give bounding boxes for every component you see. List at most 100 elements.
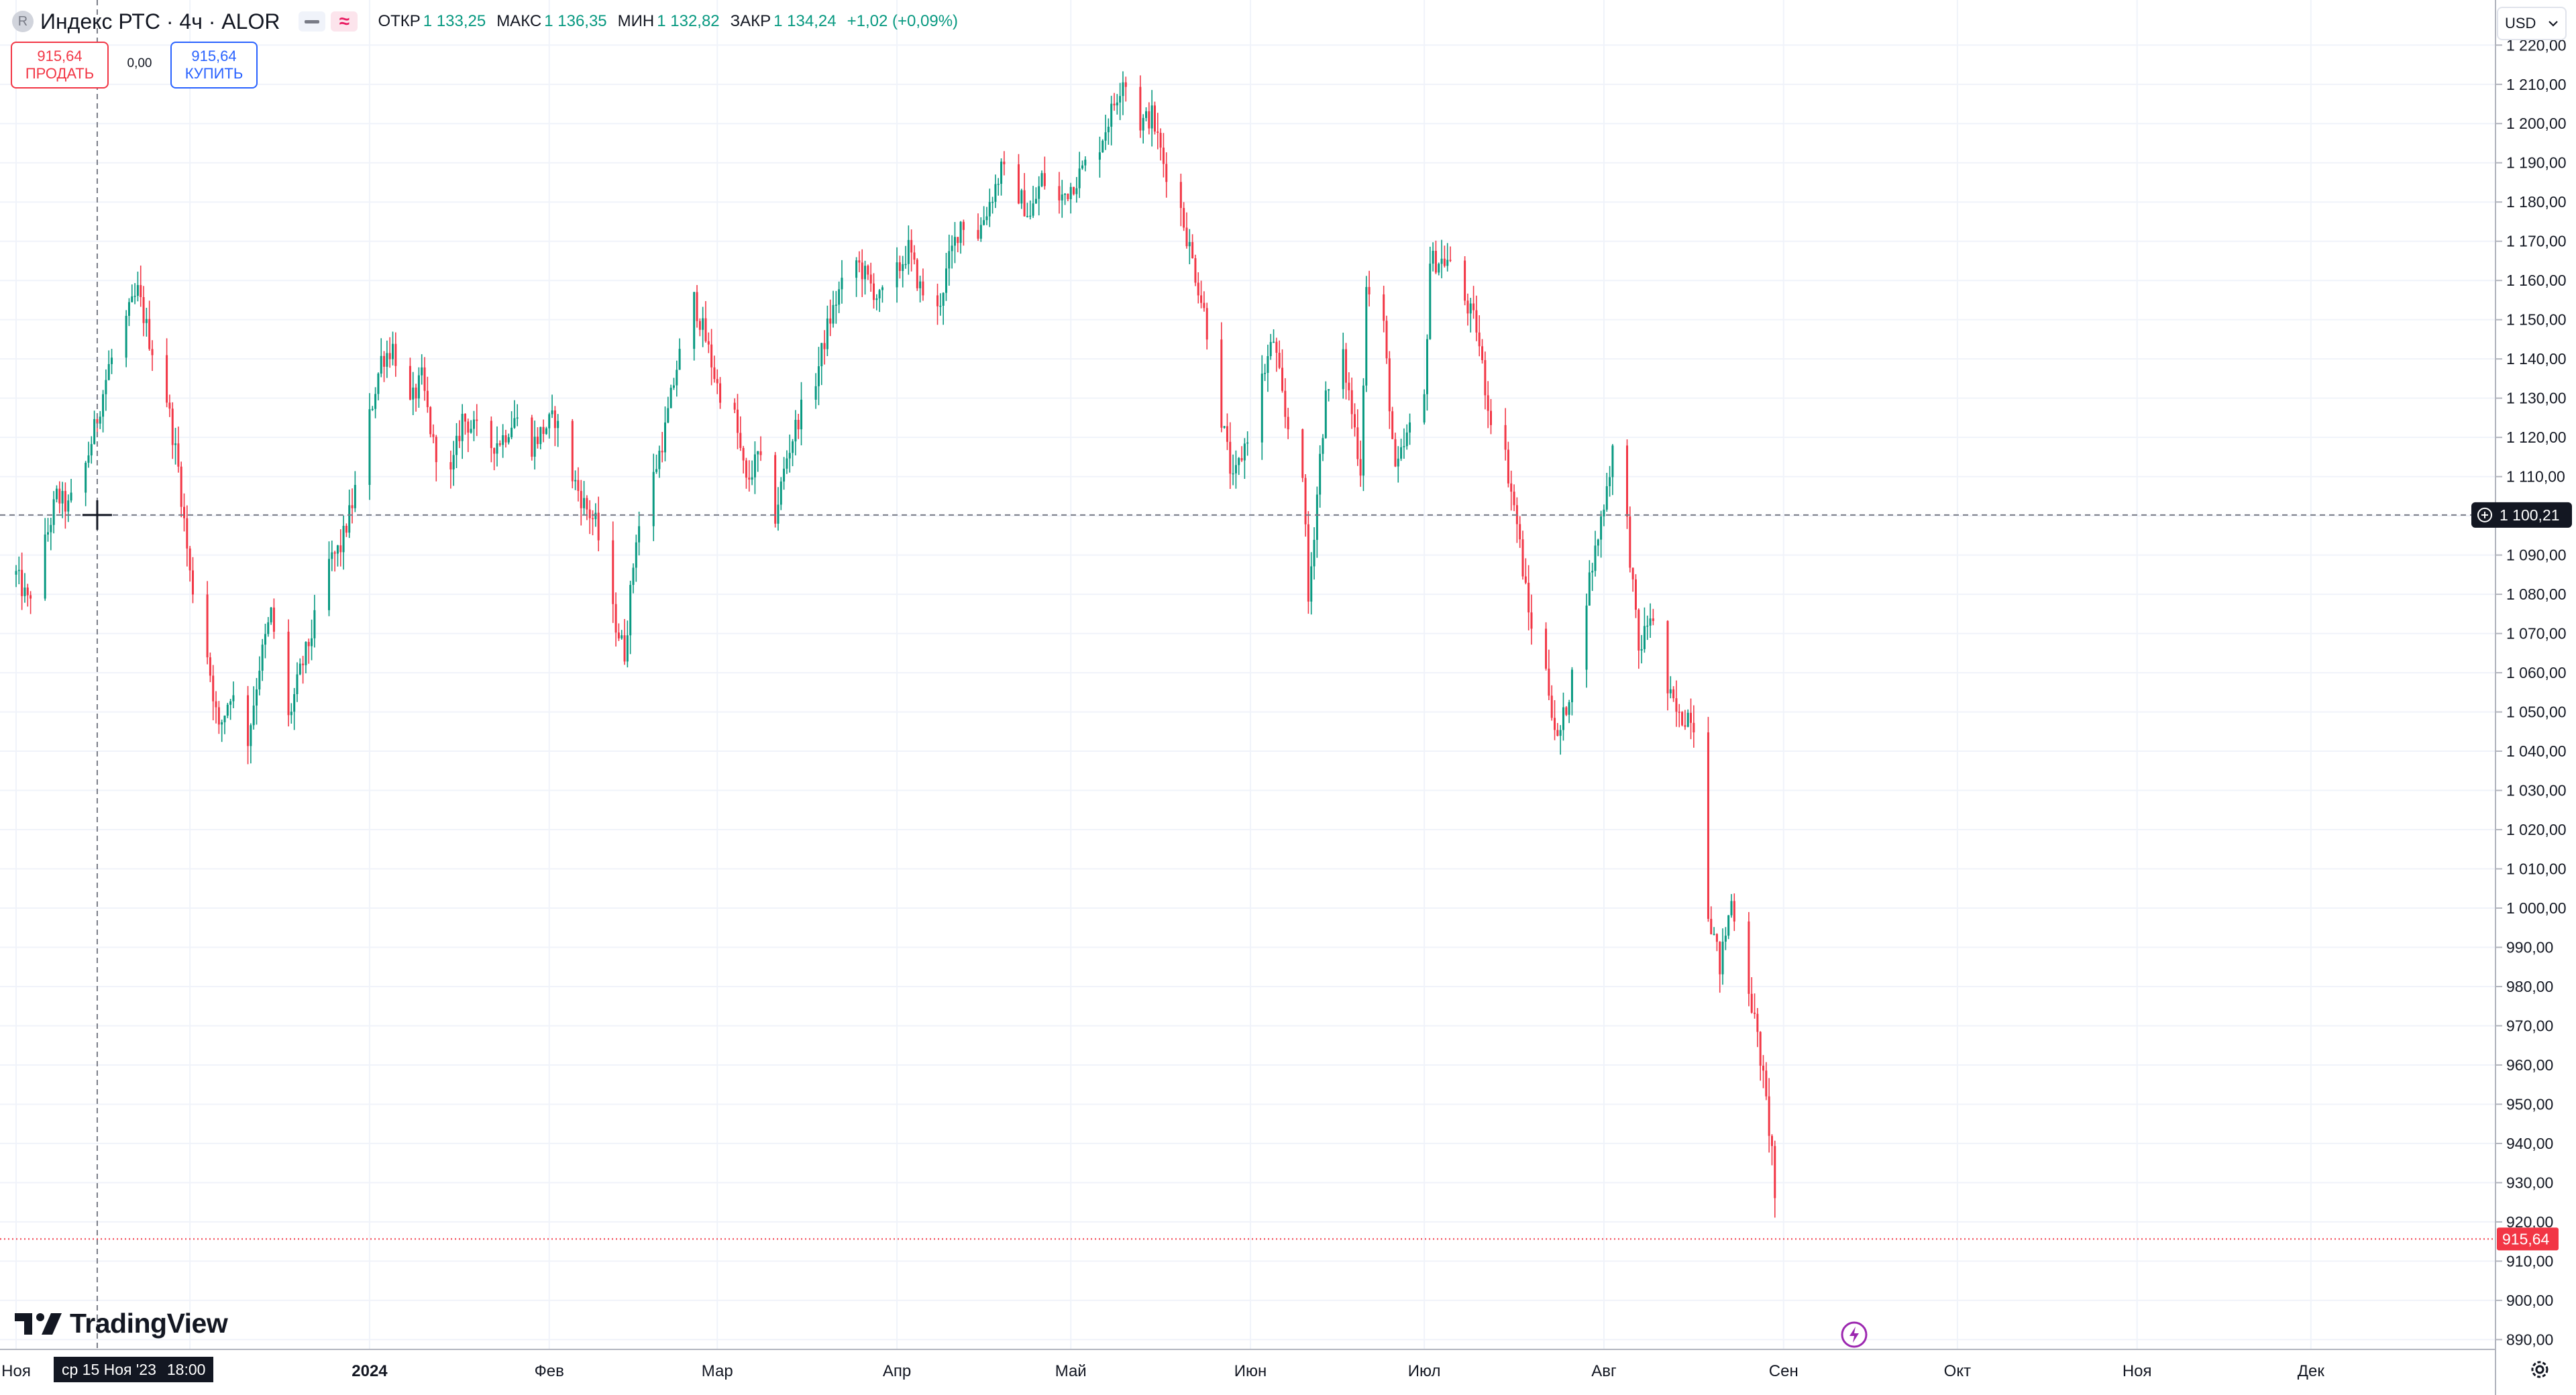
candle-body (507, 437, 510, 443)
candle-body (1554, 718, 1556, 730)
candle-body (96, 418, 99, 424)
currency-select[interactable]: USD (2497, 7, 2567, 40)
candle-body (777, 504, 780, 524)
candle-body (392, 343, 394, 359)
candle-body (858, 260, 861, 263)
candle-body (864, 266, 867, 280)
candle-body (983, 220, 985, 225)
candle-body (1205, 308, 1208, 340)
candle-body (374, 394, 377, 409)
candle-body (70, 492, 72, 501)
candle-body (1179, 182, 1182, 209)
candle-body (1513, 492, 1515, 506)
candle-body (1591, 571, 1594, 573)
candle-body (351, 505, 354, 508)
open-label: ОТКР (378, 12, 421, 30)
candle-body (869, 274, 872, 284)
candle-body (1191, 241, 1194, 259)
candle-body (247, 695, 250, 746)
close-label: ЗАКР (730, 12, 771, 30)
candle-body (1585, 605, 1588, 670)
candle-body (635, 542, 637, 568)
candle-body (1307, 524, 1309, 602)
symbol-title[interactable]: Индекс РТС · 4ч · ALOR (40, 9, 280, 34)
candle-body (1075, 188, 1078, 194)
candle-body (377, 373, 380, 394)
sell-button[interactable]: 915,64 ПРОДАТЬ (11, 42, 109, 89)
candle-body (1609, 477, 1611, 486)
candle-body (1310, 566, 1313, 602)
candle-body (1078, 168, 1081, 188)
minus-icon[interactable] (299, 11, 326, 32)
candle-body (788, 453, 791, 459)
candle-body (342, 525, 345, 553)
candle-body (302, 663, 305, 665)
candle-body (820, 343, 823, 367)
candle-body (1649, 618, 1652, 626)
candle-body (423, 367, 426, 391)
candle-body (939, 305, 942, 307)
candle-body (209, 657, 211, 676)
candle-body (1110, 103, 1113, 127)
candle-body (655, 469, 658, 472)
y-tick-label: 1 080,00 (2506, 585, 2567, 603)
candle-body (1061, 194, 1063, 201)
candle-body (52, 499, 55, 525)
candles (15, 71, 1776, 1218)
candle-body (1638, 610, 1640, 651)
y-tick-label: 1 170,00 (2506, 233, 2567, 250)
candle-body (661, 451, 663, 453)
candle-body (678, 349, 681, 370)
candle-body (676, 370, 678, 386)
x-tick-label: Ноя (2123, 1362, 2152, 1380)
candle-body (1287, 416, 1289, 430)
candle-body (455, 435, 458, 455)
candle-body (1157, 131, 1159, 133)
candle-body (1672, 689, 1675, 699)
buy-button[interactable]: 915,64 КУПИТЬ (170, 42, 258, 89)
candle-body (151, 349, 154, 355)
candle-body (30, 595, 32, 599)
candle-body (1034, 199, 1037, 204)
candle-body (783, 468, 786, 482)
candle-body (1319, 453, 1322, 495)
candle-body (93, 418, 96, 445)
candle-body (571, 421, 574, 482)
candle-body (1690, 712, 1693, 723)
tradingview-logo[interactable]: TradingView (15, 1308, 228, 1339)
candle-body (1524, 576, 1527, 583)
y-tick-label: 930,00 (2506, 1174, 2553, 1191)
candle-body (166, 355, 168, 403)
candle-body (1073, 186, 1075, 194)
trade-panel: 915,64 ПРОДАТЬ 0,00 915,64 КУПИТЬ (11, 42, 258, 89)
candle-body (1223, 426, 1226, 428)
candle-body (331, 552, 333, 559)
candle-body (953, 237, 956, 246)
candle-body (313, 610, 316, 638)
candle-body (826, 318, 828, 349)
candle-body (1556, 730, 1559, 736)
gear-icon[interactable] (2528, 1357, 2552, 1382)
candle-body (171, 408, 174, 445)
lightning-icon[interactable] (1839, 1320, 1869, 1349)
candle-body (449, 462, 452, 469)
candle-body (55, 488, 58, 500)
candle-body (1487, 395, 1489, 411)
candle-body (87, 455, 90, 463)
candle-body (988, 202, 991, 217)
close-value: 1 134,24 (773, 12, 837, 30)
approx-icon[interactable]: ≈ (331, 11, 358, 32)
candle-body (1400, 447, 1403, 459)
symbol-logo-icon: R (12, 11, 34, 32)
candle-body (1724, 936, 1727, 942)
candle-body (1032, 203, 1034, 216)
ohlc-values: ОТКР 1 133,25 МАКС 1 136,35 МИН 1 132,82 ЗАКР 1… (378, 12, 969, 31)
candle-body (667, 408, 669, 423)
candle-body (21, 569, 23, 596)
y-tick-label: 1 020,00 (2506, 821, 2567, 838)
candle-body (432, 434, 435, 437)
candle-body (1681, 712, 1684, 726)
candle-body (47, 532, 50, 535)
candle-body (1104, 132, 1107, 141)
